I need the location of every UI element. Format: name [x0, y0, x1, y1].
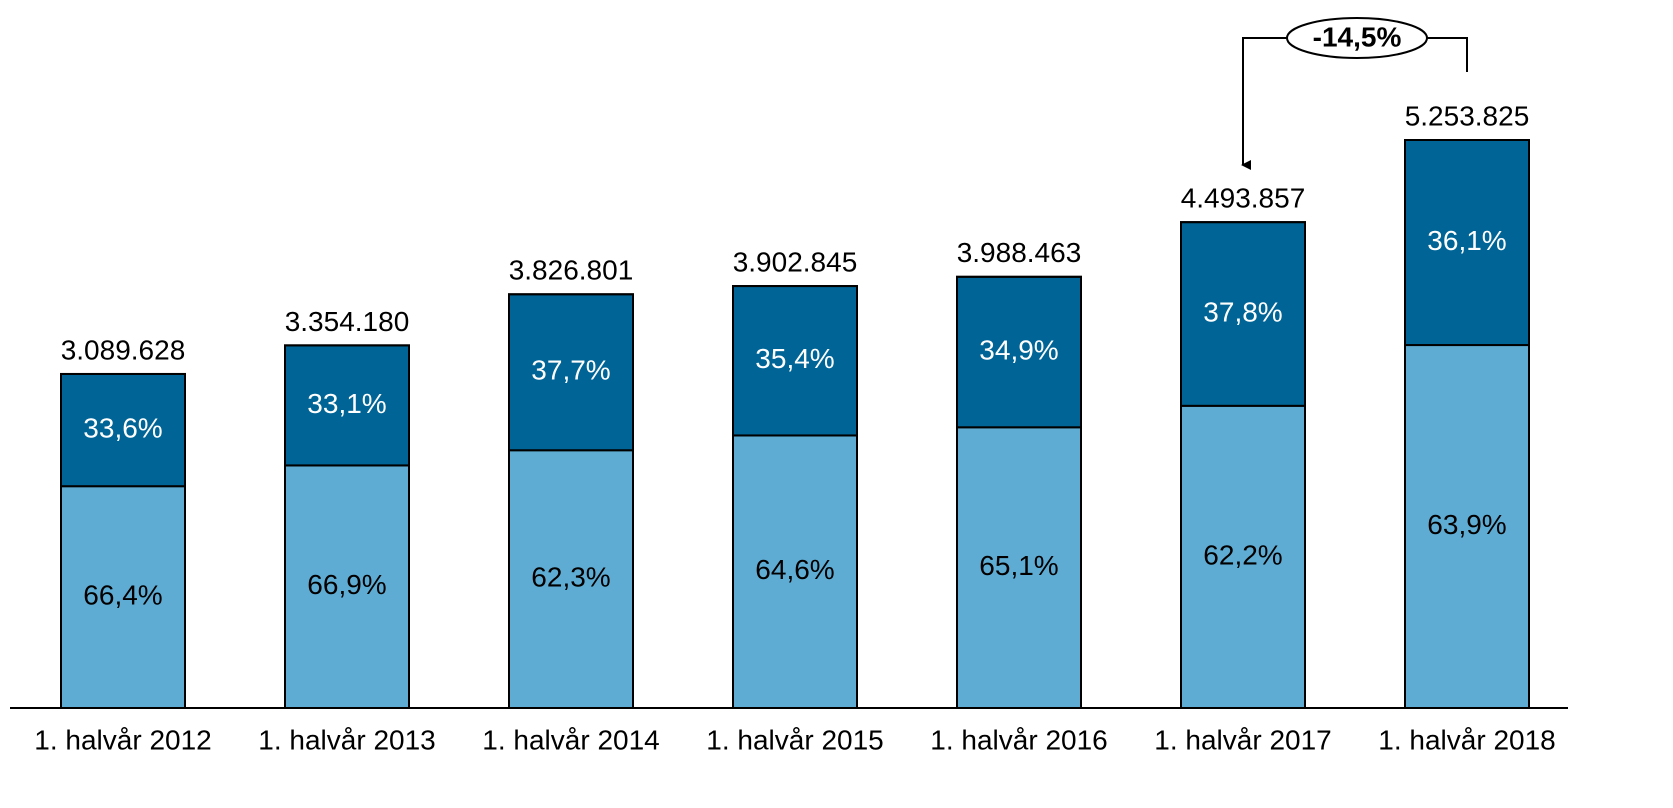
x-tick-label: 1. halvår 2012: [34, 724, 211, 755]
bar-segment: [60, 372, 186, 488]
segment-label: 34,9%: [979, 334, 1058, 365]
bar-segment: [284, 464, 410, 709]
annotation-text: -14,5%: [1313, 21, 1402, 52]
annotation-bracket: [1427, 37, 1468, 72]
bar-total: [1180, 221, 1306, 709]
total-label: 3.826.801: [509, 255, 634, 286]
x-tick-label: 1. halvår 2014: [482, 724, 659, 755]
bar-total: [284, 344, 410, 709]
segment-label: 62,3%: [531, 562, 610, 593]
bar-total: [956, 275, 1082, 709]
x-tick-label: 1. halvår 2013: [258, 724, 435, 755]
x-tick-label: 1. halvår 2015: [706, 724, 883, 755]
bar-total: [732, 285, 858, 709]
annotation-bubble: [1286, 17, 1428, 59]
segment-label: 66,4%: [83, 579, 162, 610]
annotation-arrow: [1241, 37, 1287, 170]
bar-segment: [956, 275, 1082, 429]
segment-label: 66,9%: [307, 569, 386, 600]
segment-label: 62,2%: [1203, 539, 1282, 570]
segment-label: 64,6%: [755, 554, 834, 585]
total-label: 4.493.857: [1181, 183, 1306, 214]
bar-segment: [284, 344, 410, 467]
total-label: 3.902.845: [733, 246, 858, 277]
segment-label: 65,1%: [979, 550, 1058, 581]
bar-segment: [1404, 139, 1530, 347]
bar-total: [508, 293, 634, 709]
bar-segment: [1404, 344, 1530, 709]
bar-segment: [732, 434, 858, 709]
total-label: 3.988.463: [957, 237, 1082, 268]
x-tick-label: 1. halvår 2018: [1378, 724, 1555, 755]
segment-label: 37,8%: [1203, 296, 1282, 327]
x-tick-label: 1. halvår 2016: [930, 724, 1107, 755]
bar-segment: [1180, 404, 1306, 709]
bar-total: [1404, 139, 1530, 709]
segment-label: 35,4%: [755, 343, 834, 374]
segment-label: 33,1%: [307, 388, 386, 419]
segment-label: 33,6%: [83, 412, 162, 443]
total-label: 3.089.628: [61, 334, 186, 365]
x-tick-label: 1. halvår 2017: [1154, 724, 1331, 755]
bar-segment: [1180, 221, 1306, 407]
total-label: 3.354.180: [285, 306, 410, 337]
segment-label: 63,9%: [1427, 509, 1506, 540]
bar-total: [60, 372, 186, 709]
total-label: 5.253.825: [1405, 100, 1530, 131]
segment-label: 37,7%: [531, 355, 610, 386]
segment-label: 36,1%: [1427, 225, 1506, 256]
